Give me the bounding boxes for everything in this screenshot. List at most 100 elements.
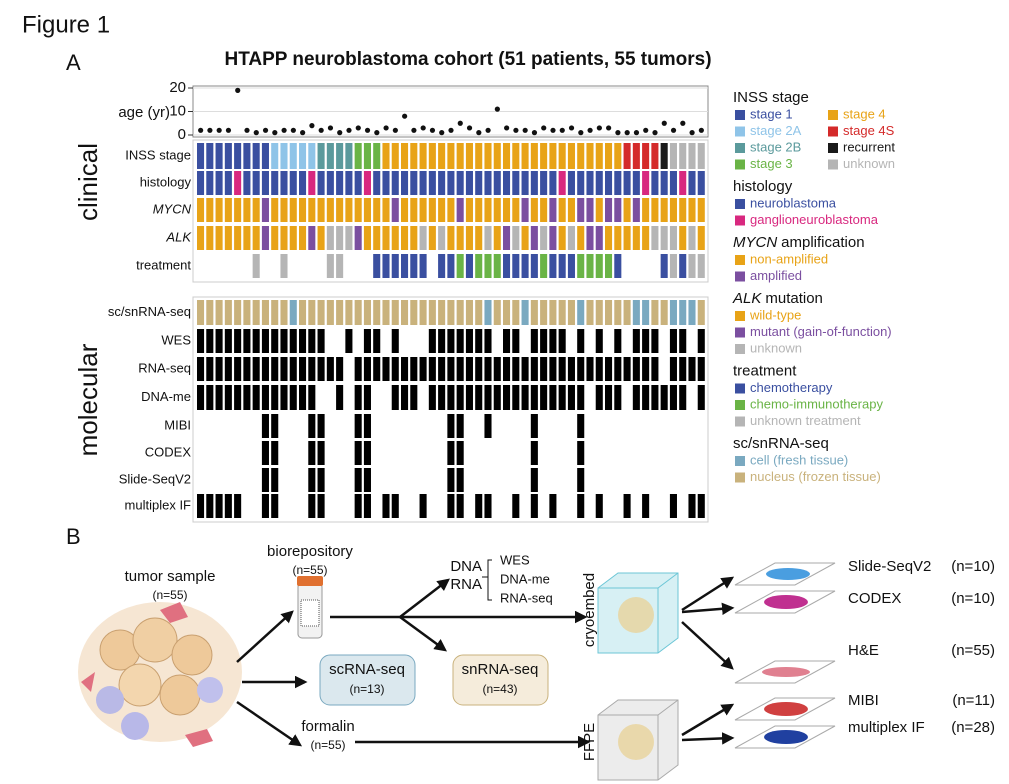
track-cell (465, 300, 473, 325)
track-cell (308, 441, 316, 465)
bracket (482, 559, 492, 601)
track-cell (642, 385, 650, 410)
track-label: WES (161, 332, 191, 347)
age-point (364, 127, 371, 133)
track-cell (243, 385, 251, 410)
snrna-box (452, 654, 549, 706)
track-cell (336, 300, 344, 325)
track-cell (660, 300, 668, 325)
track-cell (410, 300, 418, 325)
legend-label: unknown treatment (750, 413, 861, 428)
track-cell (456, 385, 464, 410)
track-cell (577, 441, 585, 465)
track-cell (503, 254, 511, 278)
track-cell (651, 226, 659, 250)
track-cell (419, 198, 427, 222)
track-cell (243, 357, 251, 381)
track-cell (503, 357, 511, 381)
track-cell (345, 300, 353, 325)
track-cell (456, 198, 464, 222)
track-cell (308, 494, 316, 518)
track-cell (299, 357, 307, 381)
track-cell (224, 171, 232, 195)
track-cell (540, 143, 548, 169)
track-cell (521, 300, 529, 325)
track-cell (234, 385, 242, 410)
track-cell (363, 329, 371, 353)
track-cell (345, 329, 353, 353)
track-cell (456, 494, 464, 518)
track-cell (456, 254, 464, 278)
track-cell (261, 468, 269, 492)
track-cell (280, 329, 288, 353)
track-cell (484, 329, 492, 353)
track-cell (577, 300, 585, 325)
age-point (309, 123, 315, 129)
legend-label: chemotherapy (750, 380, 833, 395)
track-cell (484, 385, 492, 410)
age-point (318, 127, 324, 133)
track-cell (391, 300, 399, 325)
track-cell (447, 385, 455, 410)
track-cell (299, 171, 307, 195)
track-cell (271, 143, 279, 169)
track-cell (438, 385, 446, 410)
track-cell (475, 494, 483, 518)
track-cell (391, 143, 399, 169)
track-cell (206, 385, 214, 410)
node-label: DNA (450, 558, 482, 575)
legend-label: neuroblastoma (750, 195, 837, 210)
age-point (596, 125, 602, 131)
track-cell (475, 171, 483, 195)
track-cell (401, 300, 409, 325)
track-cell (373, 171, 381, 195)
track-cell (438, 357, 446, 381)
track-cell (549, 357, 557, 381)
assay-label: RNA-seq (500, 590, 553, 605)
track-cell (632, 385, 640, 410)
track-cell (326, 198, 334, 222)
track-cell (669, 171, 677, 195)
legend-label: recurrent (843, 139, 895, 154)
track-cell (410, 385, 418, 410)
age-point (290, 127, 296, 133)
track-cell (503, 329, 511, 353)
track-cell (549, 385, 557, 410)
track-cell (503, 198, 511, 222)
track-label: INSS stage (125, 147, 191, 162)
track-cell (688, 254, 696, 278)
track-cell (521, 171, 529, 195)
track-cell (215, 300, 223, 325)
node-count: (n=55) (152, 588, 187, 602)
track-cell (512, 357, 520, 381)
legend-title: INSS stage (733, 89, 809, 106)
track-cell (688, 357, 696, 381)
track-cell (605, 171, 613, 195)
track-cell (438, 226, 446, 250)
track-cell (660, 171, 668, 195)
track-cell (567, 171, 575, 195)
age-point (207, 127, 213, 133)
track-cell (252, 254, 260, 278)
track-cell (197, 357, 205, 381)
legend-label: unknown (843, 156, 895, 171)
output-label: MIBI (848, 692, 879, 709)
track-cell (651, 300, 659, 325)
track-cell (475, 385, 483, 410)
track-cell (234, 329, 242, 353)
track-cell (679, 143, 687, 169)
track-cell (669, 300, 677, 325)
track-cell (632, 171, 640, 195)
track-cell (308, 198, 316, 222)
track-cell (224, 300, 232, 325)
track-cell (308, 414, 316, 438)
track-cell (456, 441, 464, 465)
track-cell (410, 254, 418, 278)
track-cell (391, 357, 399, 381)
track-cell (595, 300, 603, 325)
track-cell (530, 198, 538, 222)
track-cell (224, 198, 232, 222)
track-cell (456, 468, 464, 492)
track-cell (595, 226, 603, 250)
track-cell (493, 385, 501, 410)
